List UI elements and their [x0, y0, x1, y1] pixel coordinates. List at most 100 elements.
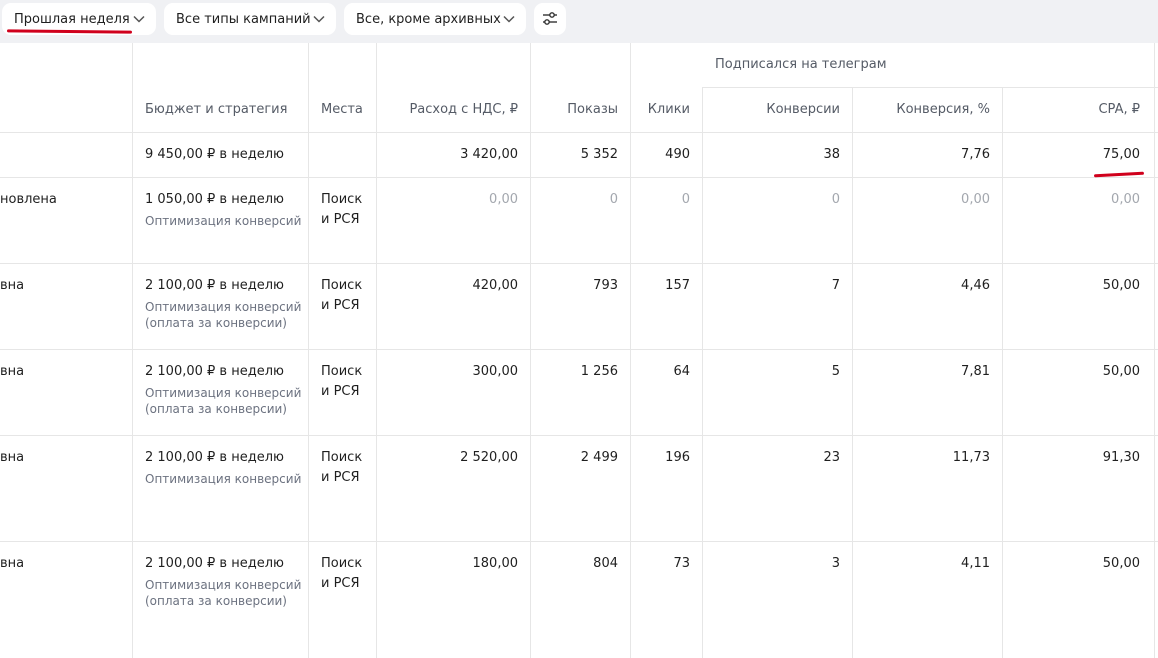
total-spend: 3 420,00: [460, 147, 518, 162]
row-divider: [0, 349, 1158, 350]
budget-value[interactable]: 2 100,00 ₽ в неделю: [145, 556, 284, 571]
total-cpa: 75,00: [1102, 147, 1140, 162]
row-divider: [0, 263, 1158, 264]
conversions-value: 3: [831, 556, 840, 571]
campaign-types-label: Все типы кампаний: [176, 11, 311, 27]
spend-value: 0,00: [489, 192, 518, 207]
campaign-types-dropdown[interactable]: Все типы кампаний: [164, 3, 336, 35]
status-filter-dropdown[interactable]: Все, кроме архивных: [344, 3, 526, 35]
conv-rate-value: 4,11: [961, 556, 990, 571]
strategy-note: (оплата за конверсии): [145, 316, 287, 330]
impressions-value: 1 256: [580, 364, 618, 379]
budget-value[interactable]: 2 100,00 ₽ в неделю: [145, 364, 284, 379]
column-divider: [1154, 43, 1155, 658]
places-line-2: и РСЯ: [321, 212, 360, 227]
row-divider: [0, 132, 1158, 133]
column-divider: [852, 87, 853, 658]
conv-rate-value: 7,81: [961, 364, 990, 379]
places-line-2: и РСЯ: [321, 384, 360, 399]
campaign-status: вна: [0, 556, 25, 571]
column-header-conv-rate[interactable]: Конверсия, %: [896, 102, 990, 117]
column-divider: [530, 43, 531, 658]
filter-settings-button[interactable]: [534, 3, 566, 35]
conversions-value: 0: [831, 192, 840, 207]
strategy-note: (оплата за конверсии): [145, 594, 287, 608]
column-header-clicks[interactable]: Клики: [647, 102, 690, 117]
spend-value: 2 520,00: [460, 450, 518, 465]
budget-value[interactable]: 2 100,00 ₽ в неделю: [145, 450, 284, 465]
spend-value: 180,00: [472, 556, 519, 571]
filter-toolbar: Прошлая неделя Все типы кампаний Все, кр…: [0, 0, 1158, 43]
column-divider: [702, 87, 703, 658]
row-divider: [702, 87, 1158, 88]
chevron-down-icon: [133, 15, 145, 23]
column-header-budget[interactable]: Бюджет и стратегия: [145, 102, 288, 117]
campaign-status: новлена: [0, 192, 57, 207]
places-line-2: и РСЯ: [321, 298, 360, 313]
column-header-places[interactable]: Места: [321, 102, 363, 117]
total-clicks: 490: [665, 147, 690, 162]
conv-rate-value: 0,00: [961, 192, 990, 207]
places-line-1: Поиск: [321, 364, 363, 379]
chevron-down-icon: [503, 15, 515, 23]
places-line-1: Поиск: [321, 450, 363, 465]
strategy-name: Оптимизация конверсий: [145, 578, 302, 592]
clicks-value: 0: [681, 192, 690, 207]
row-divider: [0, 435, 1158, 436]
places-line-1: Поиск: [321, 192, 363, 207]
cpa-value: 50,00: [1102, 278, 1140, 293]
places-line-1: Поиск: [321, 278, 363, 293]
cpa-value: 50,00: [1102, 556, 1140, 571]
goal-group-header: Подписался на телеграм: [715, 57, 887, 72]
places-line-2: и РСЯ: [321, 470, 360, 485]
column-divider: [630, 43, 631, 658]
strategy-name: Оптимизация конверсий: [145, 386, 302, 400]
column-divider: [1002, 87, 1003, 658]
chevron-down-icon: [313, 15, 325, 23]
column-header-spend[interactable]: Расход с НДС, ₽: [409, 102, 518, 117]
impressions-value: 793: [593, 278, 618, 293]
total-impressions: 5 352: [580, 147, 618, 162]
impressions-value: 0: [609, 192, 618, 207]
places-line-1: Поиск: [321, 556, 363, 571]
row-divider: [0, 541, 1158, 542]
conversions-value: 5: [831, 364, 840, 379]
period-filter-label: Прошлая неделя: [14, 11, 130, 27]
cpa-value: 0,00: [1111, 192, 1140, 207]
column-header-cpa[interactable]: CPA, ₽: [1098, 102, 1140, 117]
column-divider: [376, 43, 377, 658]
budget-value[interactable]: 1 050,00 ₽ в неделю: [145, 192, 284, 207]
campaign-status: вна: [0, 278, 25, 293]
campaign-status: вна: [0, 450, 25, 465]
sliders-icon: [543, 12, 557, 25]
column-header-conversions[interactable]: Конверсии: [766, 102, 840, 117]
strategy-note: (оплата за конверсии): [145, 402, 287, 416]
impressions-value: 2 499: [580, 450, 618, 465]
budget-value[interactable]: 2 100,00 ₽ в неделю: [145, 278, 284, 293]
total-conversions: 38: [823, 147, 840, 162]
clicks-value: 196: [665, 450, 690, 465]
column-divider: [132, 43, 133, 658]
strategy-name: Оптимизация конверсий: [145, 472, 302, 486]
column-header-impressions[interactable]: Показы: [567, 102, 618, 117]
clicks-value: 157: [665, 278, 690, 293]
campaigns-table: Подписался на телеграм Бюджет и стратеги…: [0, 43, 1158, 658]
row-divider: [0, 177, 1158, 178]
status-filter-label: Все, кроме архивных: [356, 11, 501, 27]
total-conv-rate: 7,76: [961, 147, 990, 162]
spend-value: 420,00: [472, 278, 519, 293]
conversions-value: 23: [823, 450, 840, 465]
column-divider: [308, 43, 309, 658]
clicks-value: 73: [673, 556, 690, 571]
impressions-value: 804: [593, 556, 618, 571]
strategy-name: Оптимизация конверсий: [145, 214, 302, 228]
total-budget: 9 450,00 ₽ в неделю: [145, 147, 284, 162]
clicks-value: 64: [673, 364, 690, 379]
cpa-value: 50,00: [1102, 364, 1140, 379]
strategy-name: Оптимизация конверсий: [145, 300, 302, 314]
cpa-value: 91,30: [1102, 450, 1140, 465]
conversions-value: 7: [831, 278, 840, 293]
campaign-status: вна: [0, 364, 25, 379]
places-line-2: и РСЯ: [321, 576, 360, 591]
conv-rate-value: 4,46: [961, 278, 990, 293]
